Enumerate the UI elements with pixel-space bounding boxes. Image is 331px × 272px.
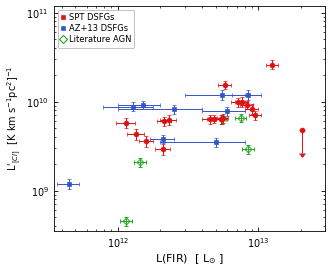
Y-axis label: L$'_{[CI]}$  [K km s$^{-1}$pc$^{2}$]$^{-1}$: L$'_{[CI]}$ [K km s$^{-1}$pc$^{2}$]$^{-1… (6, 66, 23, 171)
Legend: SPT DSFGs, AZ+13 DSFGs, Literature AGN: SPT DSFGs, AZ+13 DSFGs, Literature AGN (58, 10, 134, 48)
X-axis label: L(FIR)  [ L$_{\odot}$ ]: L(FIR) [ L$_{\odot}$ ] (155, 253, 224, 267)
